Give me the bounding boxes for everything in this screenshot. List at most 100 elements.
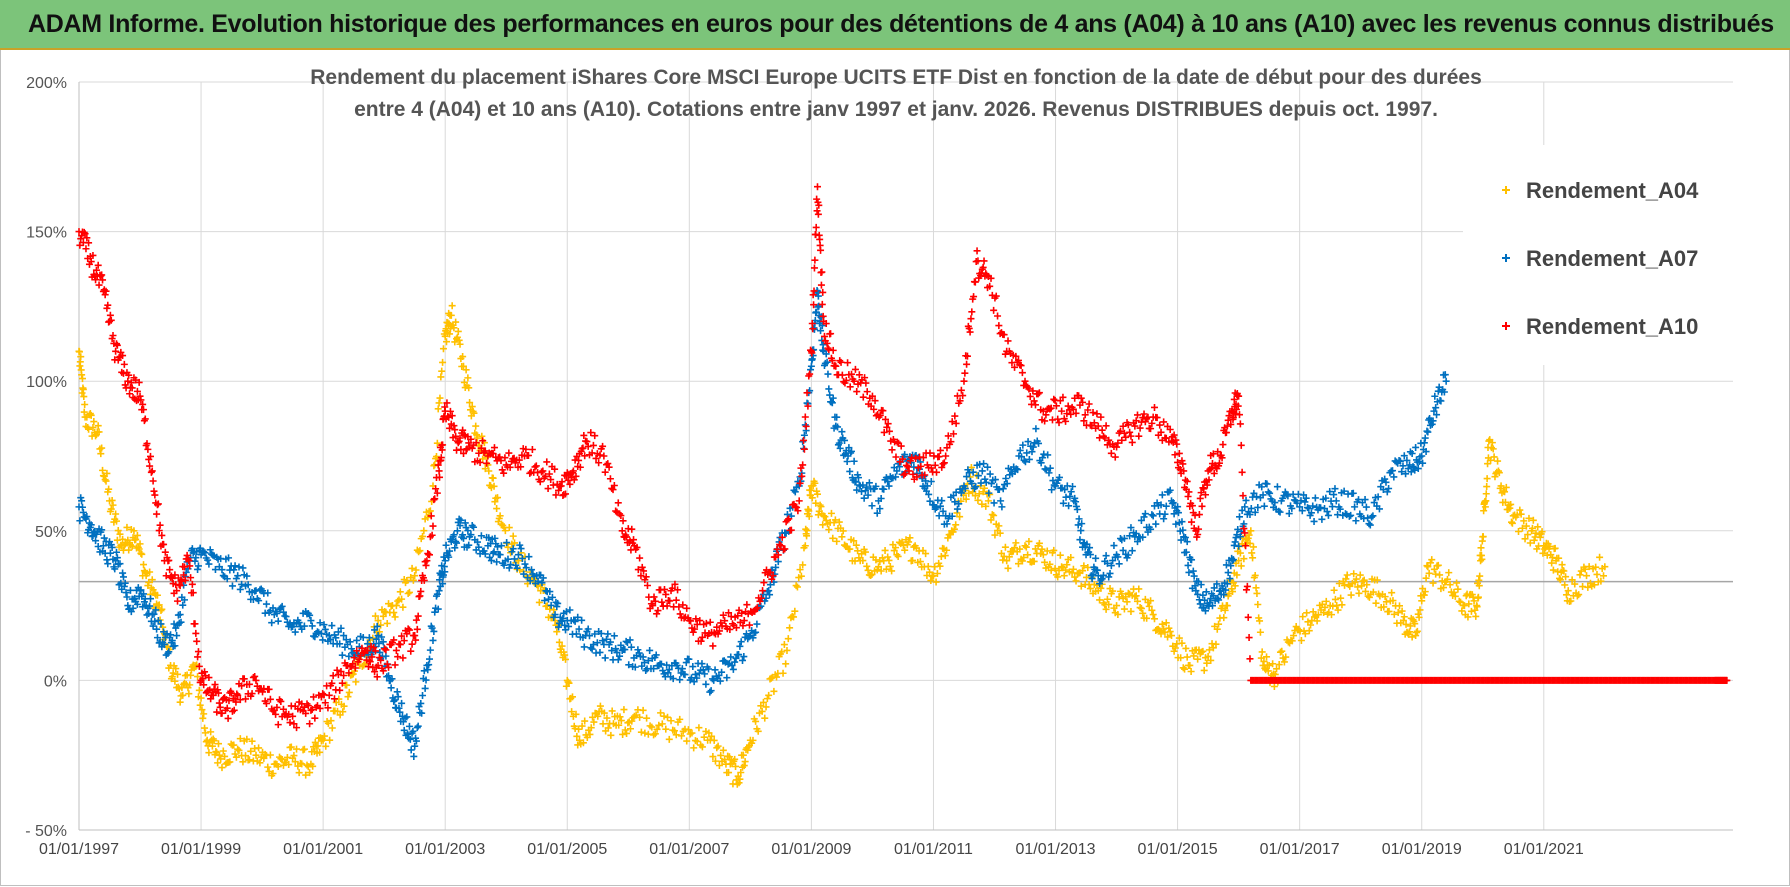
point-A04 — [578, 722, 586, 730]
x-tick-label: 01/01/1997 — [39, 841, 119, 858]
point-A04 — [867, 572, 875, 580]
point-A04 — [974, 496, 982, 504]
point-A07 — [194, 565, 202, 573]
point-A10 — [1119, 422, 1127, 430]
point-A10 — [1111, 453, 1119, 461]
point-A07 — [1073, 505, 1081, 513]
point-A10 — [109, 331, 117, 339]
point-A07 — [1351, 503, 1359, 511]
point-A10 — [787, 526, 795, 534]
point-A07 — [374, 632, 382, 640]
point-A10 — [668, 584, 676, 592]
point-A04 — [214, 759, 222, 767]
point-A10 — [290, 720, 298, 728]
point-A07 — [732, 654, 740, 662]
point-A04 — [1244, 534, 1252, 542]
point-A07 — [489, 549, 497, 557]
point-A07 — [1254, 503, 1262, 511]
point-A07 — [854, 474, 862, 482]
point-A04 — [684, 726, 692, 734]
point-A07 — [1322, 494, 1330, 502]
point-A07 — [978, 467, 986, 475]
point-A07 — [513, 564, 521, 572]
point-A10 — [1171, 451, 1179, 459]
point-A10 — [381, 645, 389, 653]
point-A04 — [94, 422, 102, 430]
point-A10 — [498, 466, 506, 474]
point-A07 — [625, 661, 633, 669]
point-A07 — [1381, 475, 1389, 483]
point-A04 — [1322, 597, 1330, 605]
point-A04 — [1273, 665, 1281, 673]
point-A07 — [279, 608, 287, 616]
point-A07 — [1062, 493, 1070, 501]
point-A04 — [1571, 580, 1579, 588]
point-A04 — [770, 687, 778, 695]
point-A07 — [1226, 575, 1234, 583]
point-A04 — [468, 403, 476, 411]
point-A04 — [459, 353, 467, 361]
point-A04 — [648, 723, 656, 731]
point-A10 — [1004, 337, 1012, 345]
point-A07 — [1208, 602, 1216, 610]
point-A10 — [734, 612, 742, 620]
point-A10 — [1230, 395, 1238, 403]
point-A07 — [1317, 504, 1325, 512]
point-A04 — [119, 535, 127, 543]
point-A07 — [1263, 480, 1271, 488]
point-A10 — [1150, 403, 1158, 411]
point-A04 — [343, 681, 351, 689]
point-A10 — [634, 566, 642, 574]
point-A04 — [1139, 609, 1147, 617]
point-A04 — [1240, 555, 1248, 563]
point-A07 — [1296, 503, 1304, 511]
point-A04 — [737, 769, 745, 777]
point-A07 — [548, 593, 556, 601]
point-A04 — [1426, 559, 1434, 567]
point-A07 — [1442, 377, 1450, 385]
point-A04 — [986, 490, 994, 498]
point-A10 — [366, 658, 374, 666]
point-A04 — [1231, 582, 1239, 590]
point-A10 — [794, 507, 802, 515]
point-A10 — [238, 682, 246, 690]
point-A07 — [982, 478, 990, 486]
point-A10 — [340, 672, 348, 680]
point-A04 — [107, 505, 115, 513]
point-A07 — [1152, 520, 1160, 528]
point-A10 — [687, 617, 695, 625]
point-A10 — [434, 461, 442, 469]
point-A07 — [201, 549, 209, 557]
point-A10 — [614, 499, 622, 507]
point-A04 — [1297, 636, 1305, 644]
point-A07 — [860, 494, 868, 502]
point-A07 — [614, 656, 622, 664]
point-A07 — [459, 531, 467, 539]
point-A04 — [1517, 510, 1525, 518]
point-A10 — [1128, 438, 1136, 446]
point-A04 — [1373, 576, 1381, 584]
point-A10 — [330, 695, 338, 703]
point-A07 — [173, 632, 181, 640]
point-A04 — [754, 727, 762, 735]
point-A04 — [1424, 563, 1432, 571]
point-A04 — [801, 542, 809, 550]
point-A10 — [1195, 525, 1203, 533]
point-A10 — [636, 554, 644, 562]
point-A04 — [1516, 506, 1524, 514]
point-A10 — [812, 223, 820, 231]
point-A10 — [1069, 405, 1077, 413]
point-A07 — [808, 355, 816, 363]
point-A10 — [141, 415, 149, 423]
point-A04 — [1579, 583, 1587, 591]
point-A04 — [740, 762, 748, 770]
point-A10 — [1122, 433, 1130, 441]
point-A04 — [1170, 647, 1178, 655]
point-A04 — [274, 763, 282, 771]
point-A04 — [1520, 517, 1528, 525]
point-A07 — [861, 487, 869, 495]
point-A07 — [1305, 504, 1313, 512]
point-A10 — [223, 704, 231, 712]
point-A04 — [176, 698, 184, 706]
point-A04 — [715, 762, 723, 770]
